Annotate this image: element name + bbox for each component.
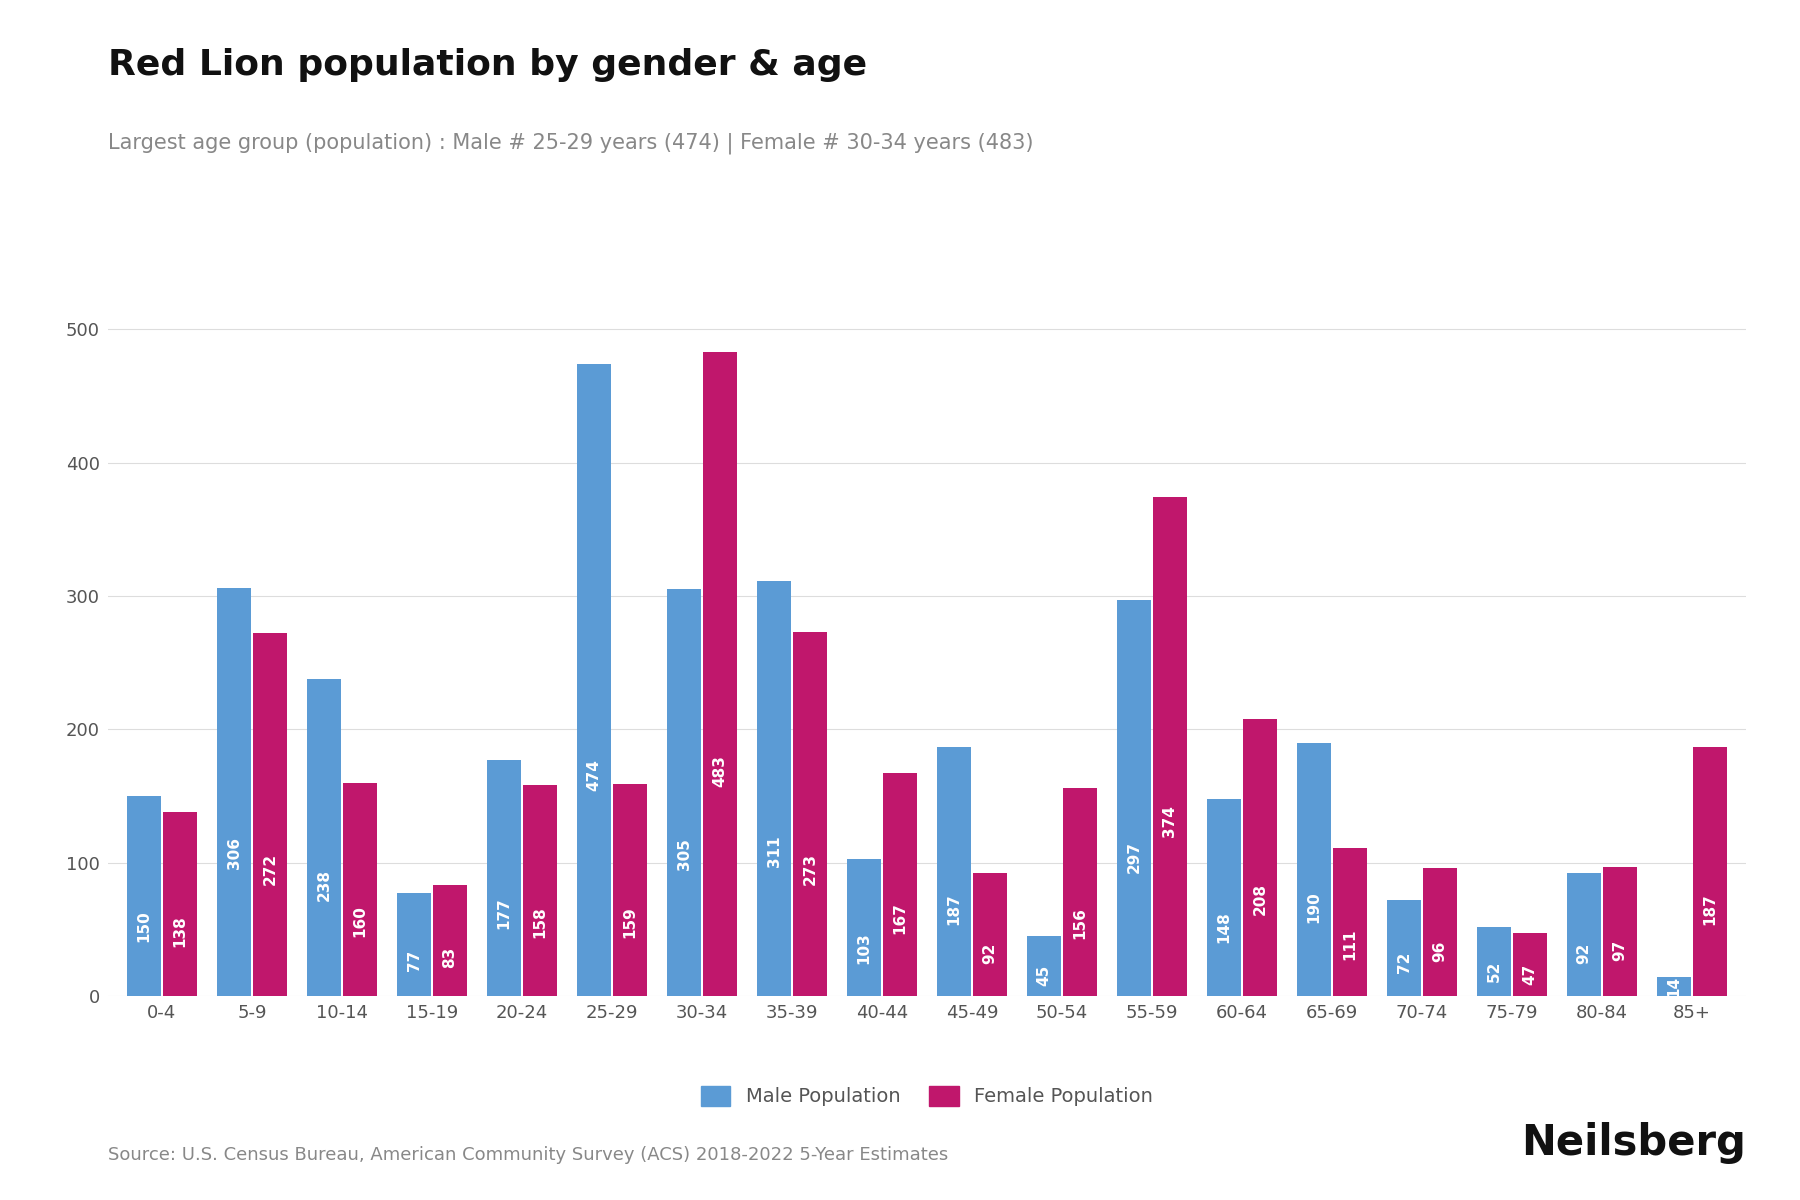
Text: 47: 47 (1523, 964, 1537, 985)
Bar (342, 782, 376, 996)
Bar (1028, 936, 1062, 996)
Bar (1118, 600, 1152, 996)
Text: 97: 97 (1613, 940, 1627, 961)
Bar (308, 679, 342, 996)
Text: 92: 92 (983, 942, 997, 964)
Text: 177: 177 (497, 898, 511, 929)
Text: 83: 83 (443, 947, 457, 968)
Bar (1062, 788, 1096, 996)
Text: 148: 148 (1217, 911, 1231, 943)
Bar (1602, 866, 1636, 996)
Text: 238: 238 (317, 869, 331, 901)
Text: 156: 156 (1073, 907, 1087, 940)
Bar (578, 364, 612, 996)
Text: 52: 52 (1487, 961, 1501, 983)
Bar (792, 632, 826, 996)
Bar (1478, 926, 1512, 996)
Bar (1388, 900, 1422, 996)
Legend: Male Population, Female Population: Male Population, Female Population (691, 1076, 1163, 1116)
Text: Red Lion population by gender & age: Red Lion population by gender & age (108, 48, 868, 82)
Bar (1152, 497, 1186, 996)
Bar (1422, 868, 1456, 996)
Bar (612, 784, 646, 996)
Text: 187: 187 (947, 893, 961, 925)
Bar (1658, 977, 1692, 996)
Bar (668, 589, 702, 996)
Text: Largest age group (population) : Male # 25-29 years (474) | Female # 30-34 years: Largest age group (population) : Male # … (108, 132, 1033, 154)
Text: 92: 92 (1577, 942, 1591, 964)
Text: 297: 297 (1127, 841, 1141, 874)
Bar (218, 588, 252, 996)
Text: 306: 306 (227, 838, 241, 869)
Bar (1568, 874, 1602, 996)
Text: 77: 77 (407, 949, 421, 971)
Text: 483: 483 (713, 755, 727, 786)
Text: 311: 311 (767, 835, 781, 866)
Bar (1298, 743, 1332, 996)
Text: 103: 103 (857, 932, 871, 964)
Text: 45: 45 (1037, 965, 1051, 985)
Bar (1332, 848, 1366, 996)
Text: 208: 208 (1253, 883, 1267, 914)
Text: 167: 167 (893, 902, 907, 934)
Bar (758, 581, 792, 996)
Bar (162, 812, 196, 996)
Bar (1208, 799, 1242, 996)
Bar (488, 760, 522, 996)
Text: 273: 273 (803, 852, 817, 884)
Text: 150: 150 (137, 910, 151, 942)
Bar (882, 773, 916, 996)
Bar (432, 886, 466, 996)
Bar (972, 874, 1006, 996)
Bar (1512, 934, 1546, 996)
Text: 72: 72 (1397, 952, 1411, 973)
Text: 111: 111 (1343, 929, 1357, 960)
Text: Source: U.S. Census Bureau, American Community Survey (ACS) 2018-2022 5-Year Est: Source: U.S. Census Bureau, American Com… (108, 1146, 949, 1164)
Text: 272: 272 (263, 853, 277, 886)
Bar (848, 859, 882, 996)
Text: 14: 14 (1667, 976, 1681, 997)
Bar (128, 796, 162, 996)
Bar (398, 893, 432, 996)
Text: 190: 190 (1307, 892, 1321, 923)
Text: 374: 374 (1163, 805, 1177, 838)
Text: 474: 474 (587, 758, 601, 791)
Bar (1242, 719, 1276, 996)
Text: Neilsberg: Neilsberg (1521, 1122, 1746, 1164)
Bar (1692, 746, 1726, 996)
Bar (522, 785, 556, 996)
Bar (702, 352, 736, 996)
Text: 159: 159 (623, 906, 637, 937)
Text: 96: 96 (1433, 941, 1447, 962)
Bar (252, 634, 286, 996)
Bar (938, 746, 972, 996)
Text: 187: 187 (1703, 893, 1717, 925)
Text: 160: 160 (353, 905, 367, 937)
Text: 138: 138 (173, 916, 187, 948)
Text: 158: 158 (533, 906, 547, 938)
Text: 305: 305 (677, 838, 691, 870)
